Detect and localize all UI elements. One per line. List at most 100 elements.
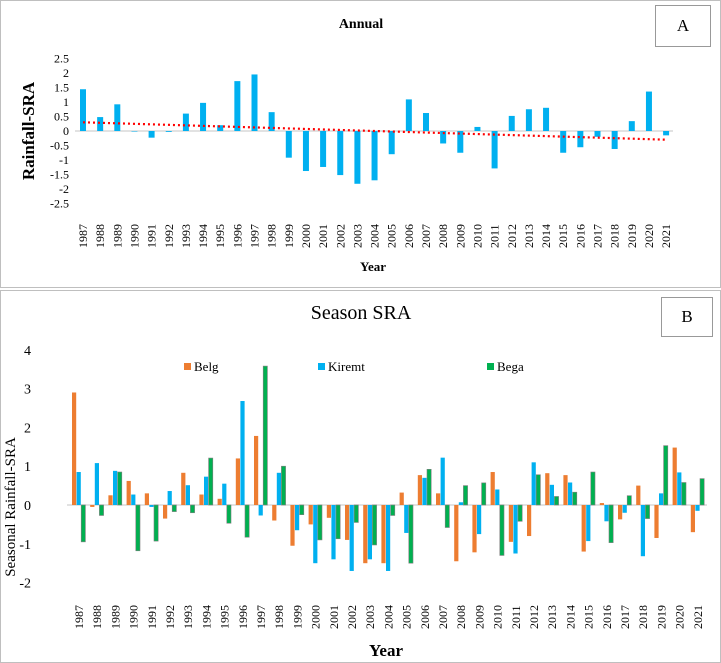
bar-belg-2010: [490, 472, 495, 505]
bar-belg-2011: [508, 505, 513, 542]
bar-kiremt-1989: [113, 470, 118, 505]
bar-kiremt-2013: [549, 484, 554, 505]
x-tick-label: 1994: [199, 605, 213, 629]
bar-kiremt-2008: [458, 502, 463, 505]
bar-kiremt-1991: [149, 505, 154, 507]
bar-belg-1992: [163, 505, 168, 519]
bar-belg-2004: [381, 505, 386, 564]
bar-belg-1990: [126, 480, 131, 505]
bar-belg-2019: [654, 505, 659, 538]
x-tick-label: 2013: [522, 224, 536, 248]
bar-belg-2005: [399, 492, 404, 505]
bar-1988: [97, 117, 104, 131]
x-tick-label: 2010: [491, 605, 505, 629]
x-tick-label: 1991: [145, 224, 159, 248]
bar-kiremt-2002: [349, 505, 354, 571]
bar-belg-2017: [618, 505, 623, 520]
bar-kiremt-1994: [204, 476, 209, 505]
x-tick-label: 2004: [368, 224, 382, 248]
bar-belg-2008: [454, 505, 459, 562]
bar-kiremt-2012: [531, 462, 536, 505]
bar-belg-2007: [436, 493, 441, 505]
x-tick-label: 1988: [93, 224, 107, 248]
x-tick-label: 2004: [381, 605, 395, 629]
bar-kiremt-1987: [76, 472, 81, 505]
y-tick-label: 2.5: [54, 52, 69, 66]
x-tick-label: 1998: [272, 605, 286, 629]
y-axis-label: Seasonal Rainfall-SRA: [3, 437, 19, 577]
bar-bega-2017: [626, 495, 632, 506]
legend-label-bega: Bega: [497, 359, 524, 374]
bar-belg-1999: [290, 505, 295, 546]
bar-belg-1987: [72, 392, 77, 505]
bar-belg-1998: [272, 505, 277, 521]
x-tick-label: 2002: [333, 224, 347, 248]
bar-kiremt-2018: [640, 505, 645, 557]
bar-bega-2006: [426, 469, 432, 506]
bar-1991: [148, 131, 155, 138]
bar-2010: [474, 126, 481, 131]
y-tick-label: 1.5: [54, 81, 69, 95]
x-tick-label: 1989: [108, 605, 122, 629]
bar-bega-2003: [372, 504, 377, 546]
bar-belg-2000: [308, 505, 313, 525]
x-tick-label: 2015: [556, 224, 570, 248]
bar-kiremt-1999: [295, 505, 300, 531]
bar-1994: [200, 102, 207, 131]
bar-2013: [525, 109, 532, 131]
x-tick-label: 2002: [345, 605, 359, 629]
y-tick-label: -1.5: [50, 168, 69, 182]
bar-belg-1991: [144, 493, 149, 505]
bar-1990: [131, 131, 138, 132]
bar-bega-2011: [517, 504, 523, 522]
x-tick-label: 2005: [400, 605, 414, 629]
x-tick-label: 2011: [488, 224, 502, 248]
x-tick-label: 2021: [659, 224, 673, 248]
bar-2003: [354, 131, 361, 184]
panel-season: Season SRA Seasonal Rainfall-SRA Year 4 3…: [0, 290, 721, 663]
bar-kiremt-2011: [513, 505, 518, 554]
bar-kiremt-1997: [258, 505, 263, 516]
x-tick-label: 2020: [673, 605, 687, 629]
bar-kiremt-2006: [422, 477, 427, 505]
y-tick-label: 1: [24, 460, 31, 475]
x-tick-label: 1992: [163, 605, 177, 629]
bar-1999: [285, 131, 292, 158]
bar-1998: [268, 112, 275, 131]
x-tick-label: 2007: [419, 224, 433, 248]
bar-bega-2007: [444, 504, 450, 528]
x-tick-label: 1991: [145, 605, 159, 629]
bar-bega-2005: [408, 504, 414, 564]
bar-2004: [371, 131, 378, 181]
x-tick-label: 2020: [642, 224, 656, 248]
x-tick-label: 1997: [248, 224, 262, 248]
bar-kiremt-1995: [222, 483, 227, 505]
bar-belg-2013: [545, 473, 550, 505]
bar-belg-1996: [235, 458, 240, 505]
y-tick-label: -2: [19, 577, 31, 592]
x-tick-label: 2012: [527, 605, 541, 629]
y-tick-label: 0: [63, 124, 69, 138]
chart-title: Season SRA: [311, 302, 412, 324]
panel-label-b: B: [661, 297, 713, 337]
bar-kiremt-2020: [677, 472, 682, 505]
y-tick-label: 2: [24, 421, 31, 436]
bar-2019: [628, 121, 635, 131]
bar-bega-2002: [353, 504, 359, 523]
x-tick-label: 1999: [282, 224, 296, 248]
x-tick-label: 2008: [454, 605, 468, 629]
x-tick-label: 2016: [573, 224, 587, 248]
bar-kiremt-2019: [659, 493, 664, 505]
x-tick-label: 2009: [453, 224, 467, 248]
x-tick-label: 2014: [539, 224, 553, 248]
x-tick-label: 2006: [418, 605, 432, 629]
x-tick-label: 2011: [509, 605, 523, 629]
bar-bega-1995: [226, 504, 232, 524]
panel-label-a: A: [655, 5, 711, 47]
x-tick-label: 1990: [127, 605, 141, 629]
bar-kiremt-2016: [604, 505, 609, 522]
bar-bega-2019: [663, 445, 669, 506]
trendline: [82, 121, 667, 141]
bar-kiremt-1996: [240, 401, 245, 505]
bar-kiremt-2003: [367, 505, 372, 560]
